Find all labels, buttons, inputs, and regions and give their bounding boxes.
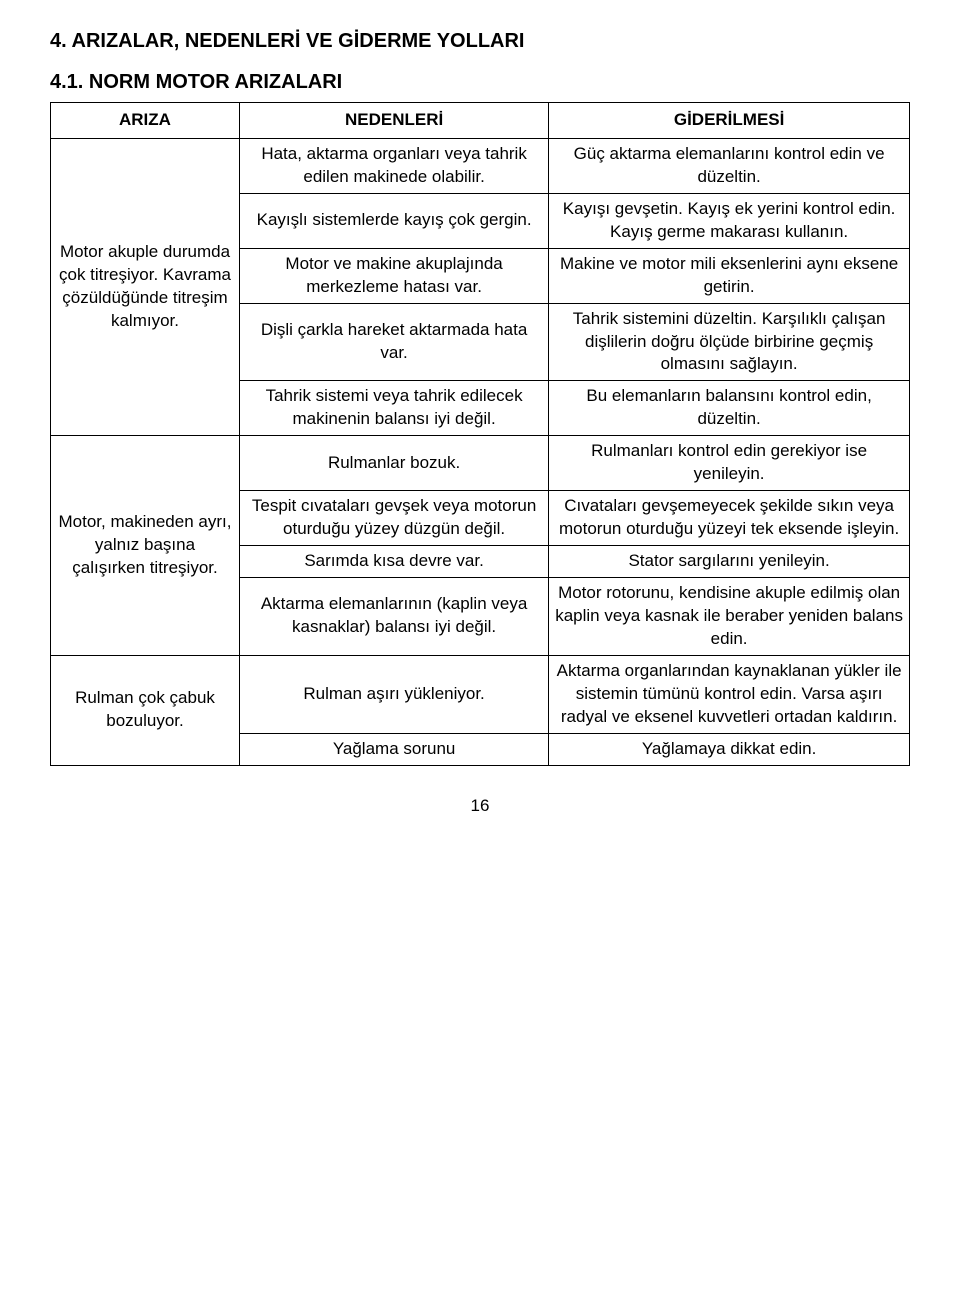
table-row: Rulman çok çabuk bozuluyor.Rulman aşırı … [51, 655, 910, 733]
header-nedenleri: NEDENLERİ [239, 103, 548, 139]
cell-neden: Sarımda kısa devre var. [239, 546, 548, 578]
cell-ariza: Motor akuple durumda çok titreşiyor. Kav… [51, 138, 240, 435]
cell-neden: Hata, aktarma organları veya tahrik edil… [239, 138, 548, 193]
page-number: 16 [50, 796, 910, 816]
troubleshooting-table: ARIZA NEDENLERİ GİDERİLMESİ Motor akuple… [50, 102, 910, 766]
cell-giderilmesi: Yağlamaya dikkat edin. [549, 733, 910, 765]
cell-neden: Aktarma elemanlarının (kaplin veya kasna… [239, 577, 548, 655]
cell-giderilmesi: Tahrik sistemini düzeltin. Karşılıklı ça… [549, 303, 910, 381]
cell-neden: Tespit cıvataları gevşek veya motorun ot… [239, 491, 548, 546]
cell-giderilmesi: Bu elemanların balansını kontrol edin, d… [549, 381, 910, 436]
cell-giderilmesi: Kayışı gevşetin. Kayış ek yerini kontrol… [549, 193, 910, 248]
header-giderilmesi: GİDERİLMESİ [549, 103, 910, 139]
cell-neden: Kayışlı sistemlerde kayış çok gergin. [239, 193, 548, 248]
table-body: Motor akuple durumda çok titreşiyor. Kav… [51, 138, 910, 765]
header-ariza: ARIZA [51, 103, 240, 139]
cell-neden: Motor ve makine akuplajında merkezleme h… [239, 248, 548, 303]
cell-giderilmesi: Aktarma organlarından kaynaklanan yükler… [549, 655, 910, 733]
cell-giderilmesi: Stator sargılarını yenileyin. [549, 546, 910, 578]
cell-giderilmesi: Makine ve motor mili eksenlerini aynı ek… [549, 248, 910, 303]
cell-ariza: Rulman çok çabuk bozuluyor. [51, 655, 240, 765]
cell-giderilmesi: Rulmanları kontrol edin gerekiyor ise ye… [549, 436, 910, 491]
cell-neden: Dişli çarkla hareket aktarmada hata var. [239, 303, 548, 381]
cell-giderilmesi: Motor rotorunu, kendisine akuple edilmiş… [549, 577, 910, 655]
section-title: 4. ARIZALAR, NEDENLERİ VE GİDERME YOLLAR… [50, 30, 910, 53]
cell-neden: Tahrik sistemi veya tahrik edilecek maki… [239, 381, 548, 436]
cell-neden: Rulmanlar bozuk. [239, 436, 548, 491]
cell-giderilmesi: Cıvataları gevşemeyecek şekilde sıkın ve… [549, 491, 910, 546]
subsection-title: 4.1. NORM MOTOR ARIZALARI [50, 71, 910, 94]
table-row: Motor, makineden ayrı, yalnız başına çal… [51, 436, 910, 491]
cell-giderilmesi: Güç aktarma elemanlarını kontrol edin ve… [549, 138, 910, 193]
table-header-row: ARIZA NEDENLERİ GİDERİLMESİ [51, 103, 910, 139]
cell-ariza: Motor, makineden ayrı, yalnız başına çal… [51, 436, 240, 656]
cell-neden: Rulman aşırı yükleniyor. [239, 655, 548, 733]
table-row: Motor akuple durumda çok titreşiyor. Kav… [51, 138, 910, 193]
cell-neden: Yağlama sorunu [239, 733, 548, 765]
